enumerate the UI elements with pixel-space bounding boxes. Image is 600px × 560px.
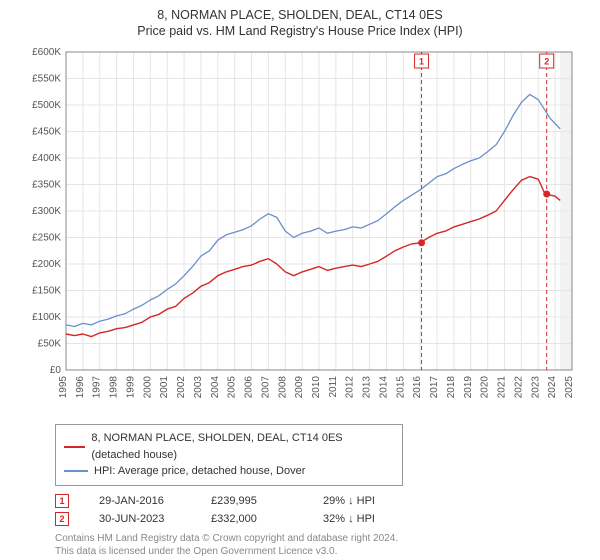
svg-text:£0: £0 [50,365,62,376]
svg-text:£600K: £600K [32,47,61,58]
svg-text:2024: 2024 [547,376,558,399]
legend-swatch [64,470,88,472]
svg-text:2010: 2010 [311,376,322,399]
svg-text:2004: 2004 [210,376,221,399]
svg-text:£250K: £250K [32,233,61,244]
chart-container: 8, NORMAN PLACE, SHOLDEN, DEAL, CT14 0ES… [0,0,600,560]
svg-text:2006: 2006 [244,376,255,399]
svg-text:£500K: £500K [32,100,61,111]
marker-id-box: 1 [55,494,69,508]
marker-delta: 29% ↓ HPI [323,495,405,507]
marker-id-box: 2 [55,512,69,526]
legend-label: HPI: Average price, detached house, Dove… [94,463,305,480]
marker-price: £239,995 [211,495,293,507]
svg-text:2017: 2017 [429,376,440,399]
svg-text:1999: 1999 [125,376,136,399]
svg-text:1998: 1998 [109,376,120,399]
svg-text:2005: 2005 [227,376,238,399]
chart-title-main: 8, NORMAN PLACE, SHOLDEN, DEAL, CT14 0ES [15,8,585,22]
svg-text:2003: 2003 [193,376,204,399]
marker-date: 30-JUN-2023 [99,513,181,525]
svg-text:£450K: £450K [32,127,61,138]
svg-text:2021: 2021 [497,376,508,399]
markers-table: 1 29-JAN-2016 £239,995 29% ↓ HPI 2 30-JUN-202… [55,494,585,526]
svg-text:£400K: £400K [32,153,61,164]
svg-text:2023: 2023 [530,376,541,399]
marker-delta: 32% ↓ HPI [323,513,405,525]
svg-text:2009: 2009 [294,376,305,399]
svg-text:£150K: £150K [32,286,61,297]
footer-line-1: Contains HM Land Registry data © Crown c… [55,532,585,545]
marker-row: 1 29-JAN-2016 £239,995 29% ↓ HPI [55,494,585,508]
marker-date: 29-JAN-2016 [99,495,181,507]
svg-text:£350K: £350K [32,180,61,191]
chart-plot: £0 £50K £100K £150K £200K £250K £300K £350K £400… [20,46,585,416]
svg-text:2016: 2016 [412,376,423,399]
footer-attribution: Contains HM Land Registry data © Crown c… [55,532,585,558]
svg-text:2019: 2019 [463,376,474,399]
svg-text:£300K: £300K [32,206,61,217]
svg-text:1: 1 [419,57,424,67]
svg-text:2020: 2020 [480,376,491,399]
svg-text:2013: 2013 [362,376,373,399]
legend-row: HPI: Average price, detached house, Dove… [64,463,394,480]
legend-row: 8, NORMAN PLACE, SHOLDEN, DEAL, CT14 0ES… [64,430,394,463]
marker-row: 2 30-JUN-2023 £332,000 32% ↓ HPI [55,512,585,526]
svg-text:1995: 1995 [58,376,69,399]
svg-text:2: 2 [544,57,549,67]
svg-text:2001: 2001 [159,376,170,399]
svg-text:2018: 2018 [446,376,457,399]
svg-text:2025: 2025 [564,376,575,399]
svg-text:£100K: £100K [32,312,61,323]
svg-text:2007: 2007 [260,376,271,399]
svg-text:£50K: £50K [38,339,62,350]
svg-text:1996: 1996 [75,376,86,399]
svg-text:2000: 2000 [142,376,153,399]
svg-text:2002: 2002 [176,376,187,399]
svg-text:2008: 2008 [277,376,288,399]
marker-price: £332,000 [211,513,293,525]
svg-text:£200K: £200K [32,259,61,270]
svg-text:2014: 2014 [378,376,389,399]
svg-text:1997: 1997 [92,376,103,399]
legend-swatch [64,446,85,448]
chart-title-sub: Price paid vs. HM Land Registry's House … [15,24,585,38]
svg-text:2011: 2011 [328,376,339,398]
legend-label: 8, NORMAN PLACE, SHOLDEN, DEAL, CT14 0ES… [91,430,394,463]
svg-text:2015: 2015 [395,376,406,399]
svg-text:2012: 2012 [345,376,356,399]
svg-text:£550K: £550K [32,74,61,85]
chart-svg: £0 £50K £100K £150K £200K £250K £300K £350K £400… [20,46,585,416]
svg-text:2022: 2022 [513,376,524,399]
legend: 8, NORMAN PLACE, SHOLDEN, DEAL, CT14 0ES… [55,424,403,486]
footer-line-2: This data is licensed under the Open Gov… [55,545,585,558]
